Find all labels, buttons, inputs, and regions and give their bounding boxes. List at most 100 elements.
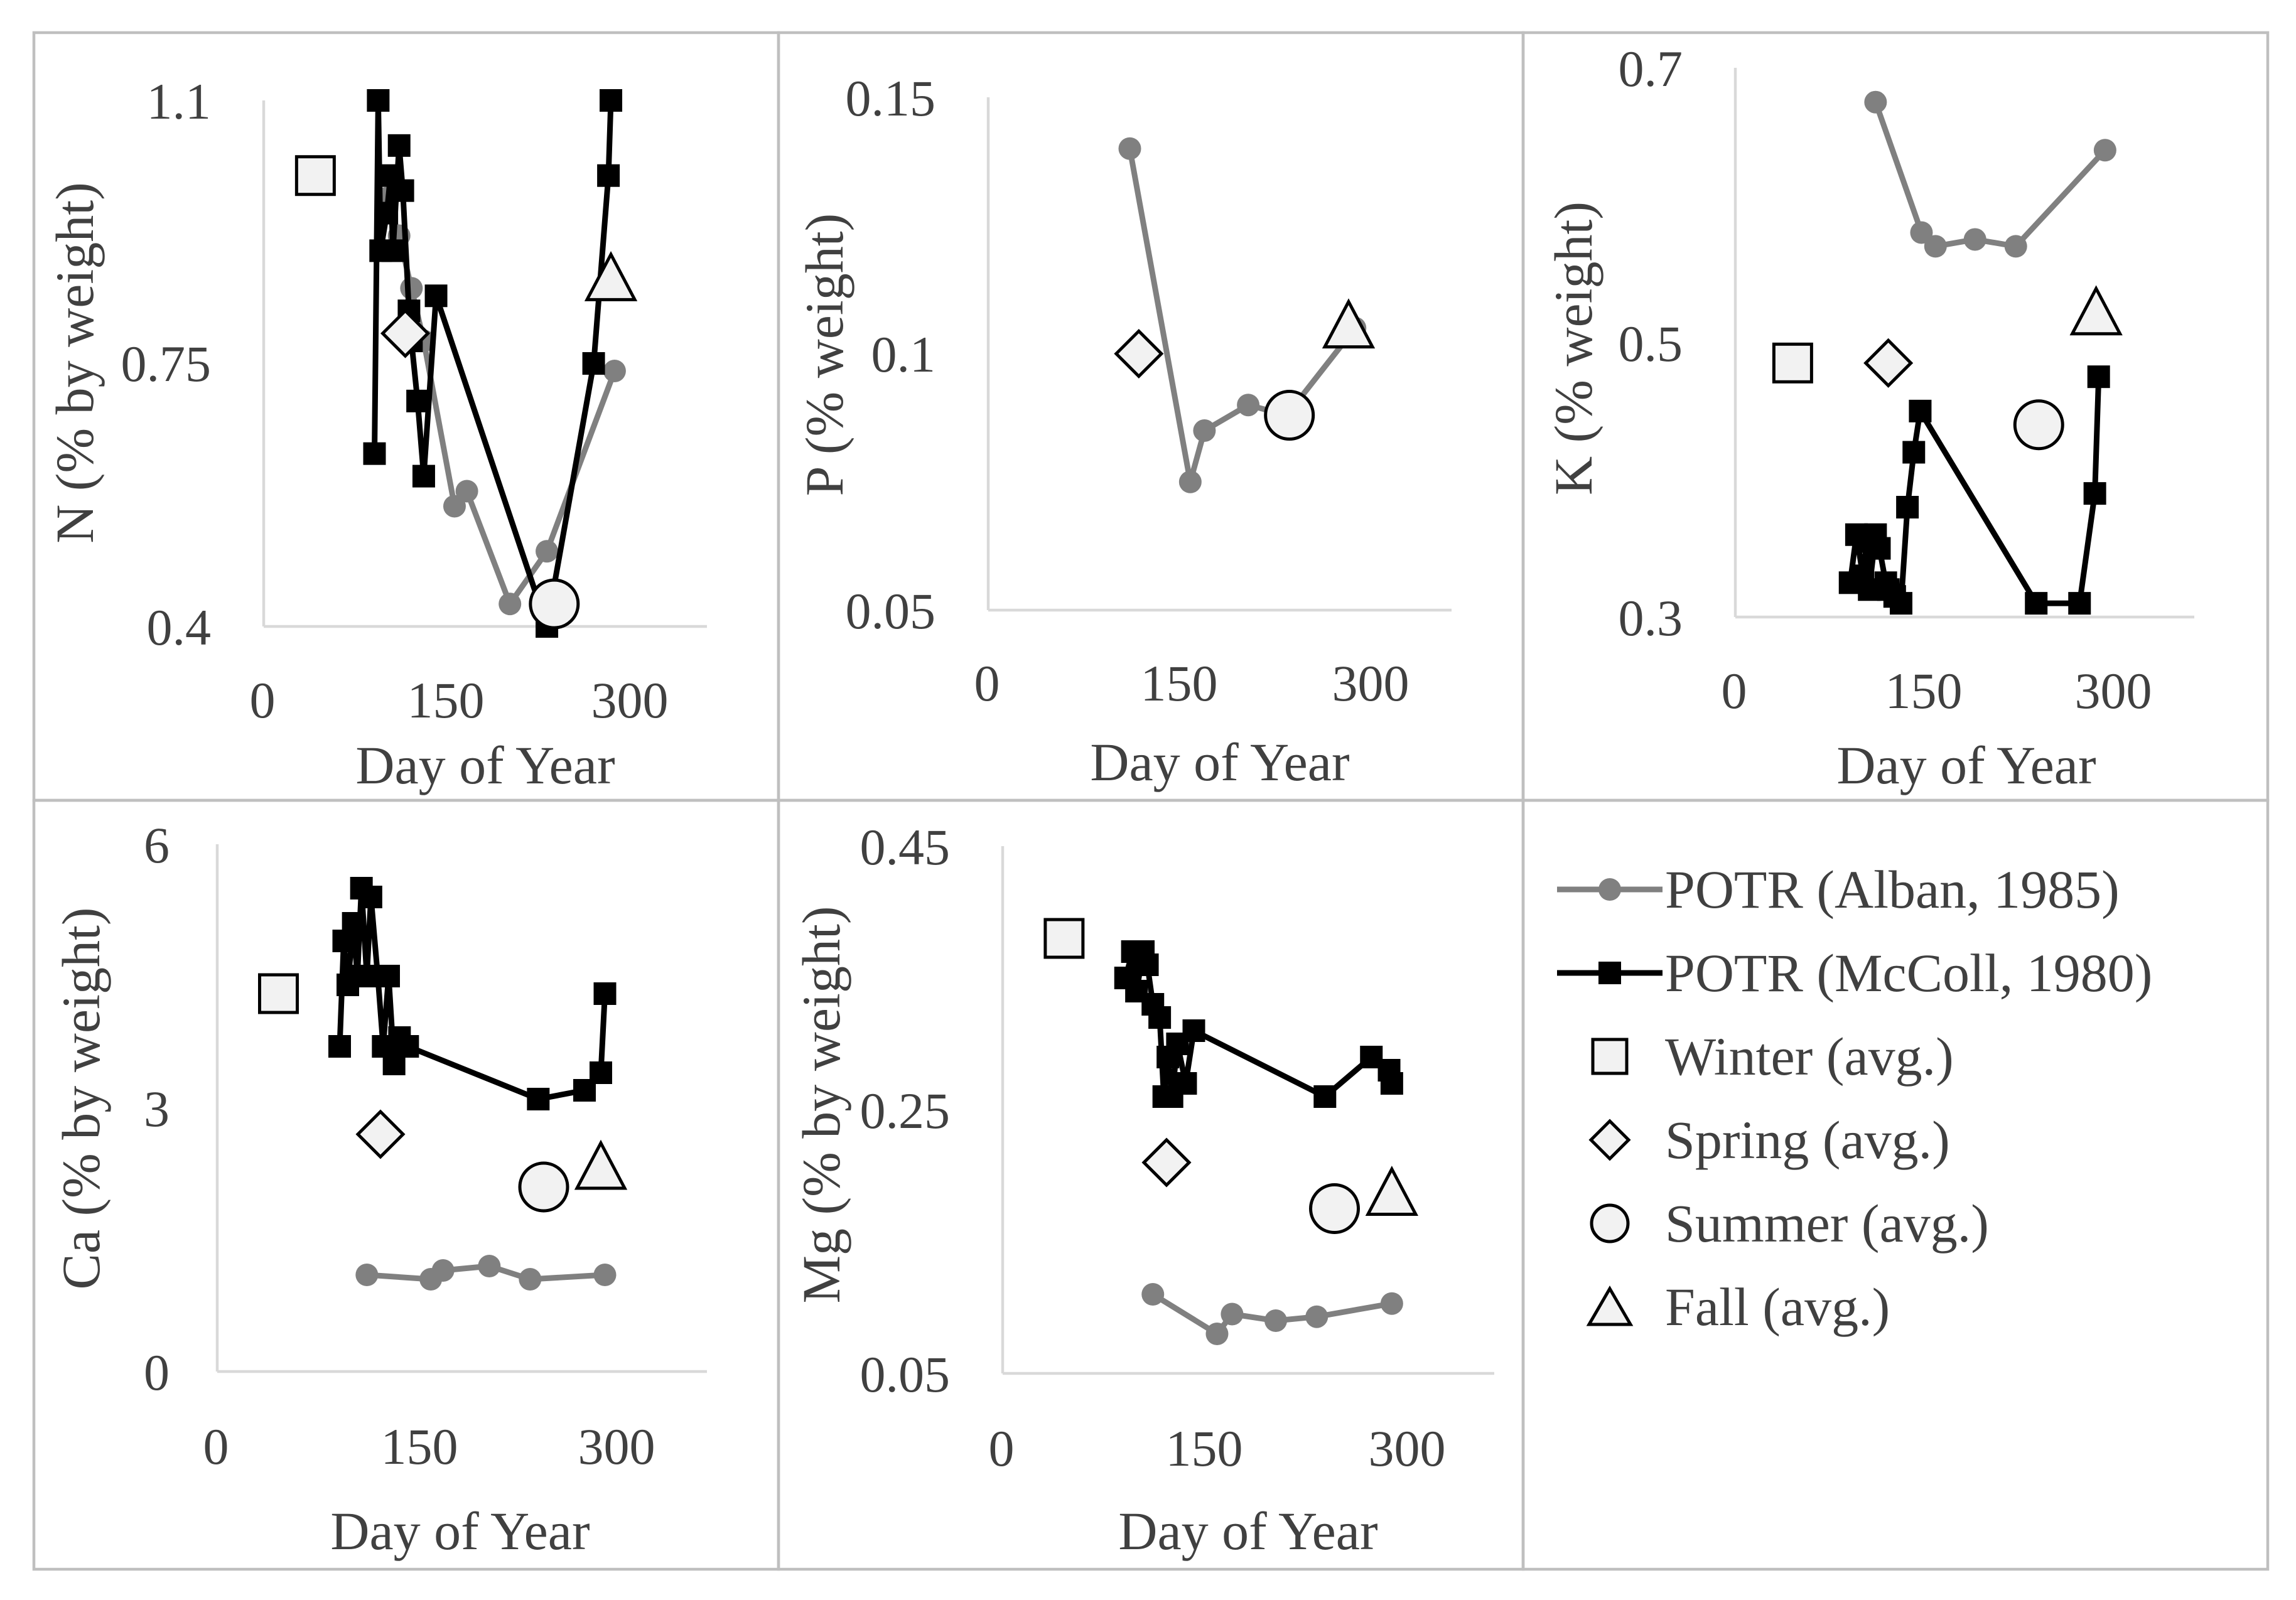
- legend-marker-mccoll: [1598, 962, 1621, 984]
- x-tick-label: 0: [989, 1420, 1015, 1477]
- data-point-alban: [1963, 228, 1986, 251]
- x-tick-label: 300: [591, 672, 669, 729]
- x-tick-labels: 0 150 300: [1722, 662, 2152, 719]
- chart-mg: 0.45 0.25 0.05 0 150 300 Day of Year Mg …: [791, 819, 1494, 1561]
- data-point-alban: [1141, 1283, 1165, 1306]
- x-tick-labels: 0 150 300: [974, 655, 1409, 712]
- x-tick-label: 150: [407, 672, 485, 729]
- data-point-alban: [2004, 235, 2027, 258]
- y-tick-label: 1.1: [147, 73, 212, 130]
- series-line-mccoll: [1847, 377, 2102, 606]
- data-point-alban: [1193, 419, 1216, 443]
- data-point-mccoll: [387, 134, 411, 157]
- data-point-mccoll: [1182, 1019, 1205, 1042]
- data-point-mccoll: [1313, 1085, 1337, 1108]
- season-marker-fall: [584, 250, 638, 301]
- season-marker-winter: [258, 973, 299, 1014]
- data-point-mccoll: [363, 442, 386, 465]
- data-point-alban: [1237, 394, 1260, 417]
- data-point-mccoll: [582, 352, 605, 375]
- x-axis-title: Day of Year: [355, 735, 615, 795]
- data-point-alban: [443, 495, 466, 518]
- y-tick-label: 0.75: [121, 335, 212, 392]
- data-point-mccoll: [396, 1035, 419, 1058]
- legend-marker-fall: [1586, 1286, 1634, 1326]
- y-tick-label: 0.1: [871, 326, 936, 383]
- y-tick-label: 0.4: [147, 599, 212, 656]
- data-point-mccoll: [424, 284, 448, 308]
- data-point-alban: [1264, 1309, 1287, 1332]
- data-point-alban: [455, 480, 478, 503]
- data-point-mccoll: [590, 1061, 612, 1084]
- data-point-mccoll: [2083, 482, 2106, 505]
- data-point-alban: [1910, 221, 1933, 244]
- data-point-mccoll: [1136, 953, 1159, 976]
- data-point-alban: [499, 593, 522, 616]
- x-tick-label: 150: [1885, 662, 1963, 719]
- data-point-mccoll: [406, 389, 429, 412]
- y-axis-title: N (% by weight): [45, 182, 105, 544]
- season-marker-summer: [529, 578, 580, 630]
- data-point-mccoll: [359, 886, 382, 908]
- season-marker-winter: [1043, 918, 1085, 959]
- x-axis-title: Day of Year: [1836, 735, 2096, 795]
- legend-item-summer: Summer (avg.): [1590, 1193, 1989, 1254]
- data-point-mccoll: [2068, 592, 2091, 615]
- data-point-mccoll: [2025, 592, 2048, 615]
- legend-label-fall: Fall (avg.): [1665, 1277, 1890, 1337]
- x-tick-label: 0: [1722, 662, 1747, 719]
- data-point-alban: [431, 1259, 455, 1282]
- y-tick-label: 0.7: [1619, 40, 1683, 97]
- series-line-alban: [1127, 148, 1357, 485]
- x-tick-label: 300: [578, 1418, 655, 1475]
- data-point-alban: [400, 277, 423, 300]
- chart-p: 0.15 0.1 0.05 0 150 300 Day of Year P (%…: [794, 70, 1452, 792]
- season-marker-spring: [1141, 1137, 1192, 1188]
- x-tick-label: 150: [1141, 655, 1218, 712]
- data-point-mccoll: [1174, 1072, 1197, 1095]
- x-axis-title: Day of Year: [1090, 732, 1349, 792]
- legend-item-winter: Winter (avg.): [1591, 1026, 1954, 1087]
- data-point-mccoll: [1909, 399, 1932, 422]
- data-point-alban: [1924, 235, 1947, 258]
- data-point-mccoll: [2087, 365, 2110, 389]
- legend-marker-spring: [1588, 1119, 1631, 1161]
- data-point-alban: [1205, 1323, 1229, 1345]
- legend-marker-summer: [1590, 1203, 1630, 1243]
- legend-label-alban: POTR (Alban, 1985): [1665, 859, 2120, 920]
- season-marker-spring: [380, 308, 431, 358]
- data-point-mccoll: [367, 89, 390, 112]
- data-point-alban: [1178, 470, 1202, 493]
- x-axis-title: Day of Year: [330, 1501, 590, 1561]
- y-axis-title: K (% weight): [1543, 201, 1603, 495]
- series-line-alban: [1151, 1292, 1393, 1337]
- y-tick-label: 3: [144, 1080, 170, 1137]
- data-point-alban: [355, 1264, 379, 1286]
- y-tick-labels: 6 3 0: [144, 817, 170, 1401]
- season-marker-summer: [1309, 1183, 1361, 1234]
- x-tick-labels: 0 150 300: [203, 1418, 655, 1475]
- season-marker-fall: [1365, 1166, 1419, 1216]
- data-point-alban: [519, 1268, 542, 1291]
- data-point-alban: [478, 1255, 501, 1277]
- data-point-mccoll: [527, 1088, 550, 1110]
- x-tick-labels: 0 150 300: [250, 672, 669, 729]
- legend-label-summer: Summer (avg.): [1665, 1193, 1989, 1254]
- data-point-mccoll: [381, 239, 404, 262]
- season-marker-fall: [574, 1139, 628, 1190]
- data-point-mccoll: [600, 89, 623, 112]
- data-point-mccoll: [593, 982, 617, 1005]
- data-point-mccoll: [342, 912, 365, 935]
- data-point-alban: [1118, 137, 1141, 160]
- x-axis-title: Day of Year: [1118, 1501, 1377, 1561]
- series-line-alban: [1873, 101, 2108, 249]
- season-marker-spring: [355, 1109, 406, 1159]
- chart-n: 1.1 0.75 0.4 0 150 300 Day of Year N (% …: [45, 73, 707, 795]
- y-tick-labels: 0.15 0.1 0.05: [846, 70, 936, 640]
- x-tick-label: 0: [974, 655, 1000, 712]
- x-tick-label: 150: [1166, 1420, 1243, 1477]
- data-point-alban: [536, 540, 559, 563]
- x-tick-label: 300: [1332, 655, 1409, 712]
- legend-label-winter: Winter (avg.): [1665, 1026, 1954, 1087]
